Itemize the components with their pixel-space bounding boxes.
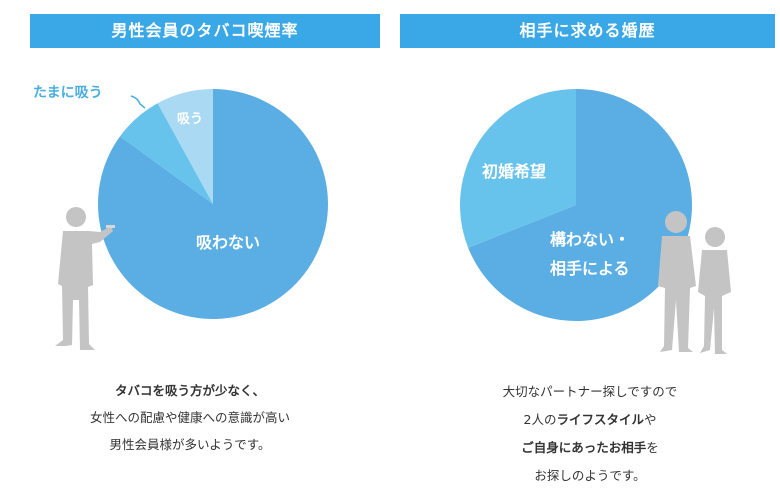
marital-caption-suits-you: ご自身にあった: [521, 440, 609, 455]
marital-history-header: 相手に求める婚歴: [400, 14, 775, 48]
marital-caption-line2-post: や: [643, 412, 657, 427]
marital-caption-line3-post: を: [646, 440, 659, 455]
label-no-matter-line2: 相手による: [550, 259, 630, 278]
couple-silhouette: [658, 211, 731, 354]
marital-caption-line3: ご自身にあったお相手を: [400, 437, 780, 456]
right-panel: 相手に求める婚歴 初婚希望 構わない・ 相手による 大切なパートナー探しですので…: [400, 0, 780, 494]
marital-caption-line2-pre: 2人の: [523, 412, 557, 427]
label-occasional-smoking: たまに吸う: [33, 85, 103, 101]
smoking-rate-header: 男性会員のタバコ喫煙率: [30, 14, 380, 48]
slice-smoking: [157, 89, 213, 204]
slice-no-matter: [468, 89, 692, 322]
marital-caption-line4: お探しのようです。: [534, 468, 646, 483]
label-smoking: 吸う: [177, 112, 203, 127]
smoking-caption-line1: タバコを吸う方が少なく、: [114, 383, 265, 398]
smoking-caption-line3: 男性会員様が多いようです。: [109, 437, 271, 452]
marital-caption-line2: 2人のライフスタイルや: [400, 409, 780, 428]
label-first-marriage: 初婚希望: [482, 162, 546, 181]
smoking-man-silhouette: [55, 207, 115, 350]
slice-first-marriage: [460, 89, 576, 248]
occasional-leader-line: [130, 95, 146, 109]
marital-caption-partner: お相手: [608, 440, 647, 455]
marital-caption-line1: 大切なパートナー探しですので: [502, 384, 678, 399]
marital-caption-lifestyle: ライフスタイル: [556, 412, 644, 427]
marital-pie-chart: 初婚希望 構わない・ 相手による: [460, 89, 731, 354]
label-no-matter-line1: 構わない・: [550, 230, 630, 249]
left-panel: 男性会員のタバコ喫煙率 たまに吸う 吸う 吸わない タバコを吸う方が少なく、 女…: [0, 0, 380, 494]
smoking-pie-chart: たまに吸う 吸う 吸わない: [33, 85, 328, 350]
label-non-smoking: 吸わない: [196, 233, 260, 252]
slice-non-smoking: [97, 89, 328, 320]
slice-occasional-smoking: [119, 103, 213, 204]
smoking-caption-line2: 女性への配慮や健康への意識が高い: [89, 410, 290, 425]
